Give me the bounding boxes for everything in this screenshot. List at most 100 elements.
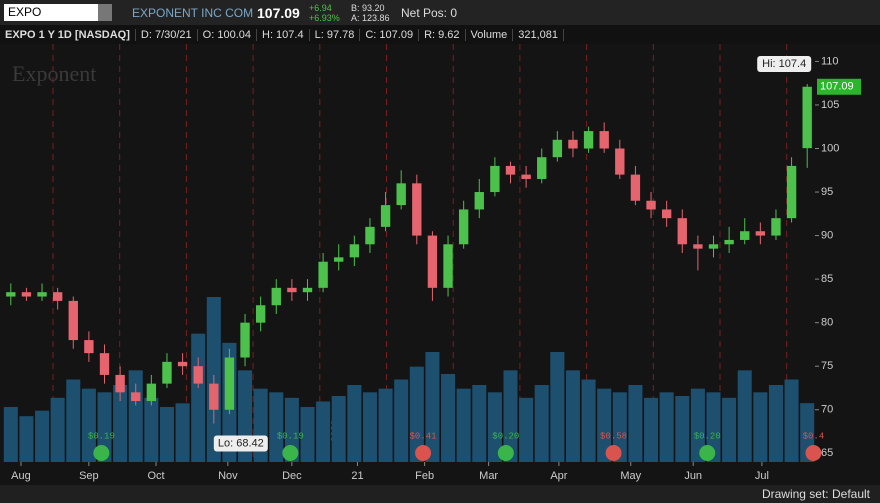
y-tick-label: 105 (821, 99, 839, 111)
x-tick-label: Mar (479, 470, 498, 482)
candle-body (224, 357, 235, 410)
event-label: $0.58 (600, 431, 627, 441)
close: C: 107.09 (360, 28, 420, 41)
volume: 321,081 (513, 28, 564, 41)
y-tick-label: 85 (821, 273, 833, 285)
date: D: 7/30/21 (136, 28, 198, 41)
candle-body (552, 139, 563, 158)
quote-bar: EXPO EXPONENT INC COM 107.09 +6.94 +6.93%… (0, 0, 880, 26)
event-marker (805, 445, 822, 461)
x-tick-label: Feb (415, 470, 434, 482)
volume-bar (3, 407, 18, 462)
candle-body (177, 361, 188, 367)
candle-body (740, 231, 750, 240)
candle-body (6, 292, 16, 297)
candle-body (162, 361, 172, 384)
volume-bar (97, 392, 112, 462)
candle-body (771, 218, 781, 236)
x-tick-label: Dec (282, 470, 302, 482)
open: O: 100.04 (198, 28, 257, 41)
event-label: $0.4 (803, 431, 825, 441)
candle-body (599, 131, 609, 149)
candle-body (693, 244, 703, 249)
y-tick-label: 80 (821, 317, 833, 329)
event-marker (497, 445, 514, 461)
volume-bar (441, 374, 456, 462)
candle-body (52, 292, 63, 301)
candle-body (505, 165, 516, 175)
candle-body (677, 218, 687, 245)
volume-bar (784, 379, 799, 462)
volume-bar (644, 397, 659, 462)
symbol-box[interactable]: EXPO (4, 4, 98, 21)
volume-bar (503, 370, 518, 462)
x-tick-label: Jun (684, 470, 702, 482)
hi-label: Hi: 107.4 (762, 58, 806, 70)
candle-body (708, 244, 719, 249)
event-marker (282, 445, 299, 461)
chart-title: EXPO 1 Y 1D [NASDAQ] (0, 28, 136, 41)
event-label: $0.19 (277, 431, 304, 441)
event-marker (415, 445, 432, 461)
volume-bar (144, 397, 159, 462)
candle-body (646, 200, 656, 210)
candle-body (146, 383, 157, 402)
volume-bar (19, 416, 34, 462)
candle-body (255, 305, 266, 323)
volume-bar (722, 397, 737, 462)
candle-body (37, 292, 47, 297)
volume-bar (159, 407, 174, 462)
x-tick-label: Nov (218, 470, 238, 482)
volume-bar (597, 388, 612, 462)
candle-body (287, 287, 297, 293)
high: H: 107.4 (257, 28, 310, 41)
y-tick-label: 70 (821, 404, 833, 416)
candle-body (458, 209, 469, 245)
net-pos: Net Pos: 0 (401, 5, 458, 20)
volume-bar (331, 396, 346, 462)
volume-bar (737, 370, 752, 462)
candle-body (443, 244, 453, 288)
candle-body (365, 226, 375, 245)
lo-box (213, 435, 268, 452)
candle-body (615, 148, 625, 175)
chart: Exponent2020 year65707580859095100105110… (0, 44, 880, 485)
event-label: $0.20 (492, 431, 519, 441)
volume-bar (675, 396, 690, 462)
y-tick-label: 95 (821, 186, 833, 198)
y-tick-label: 90 (821, 229, 833, 241)
volume-bar (191, 333, 206, 462)
event-marker (605, 445, 622, 461)
candle-body (724, 239, 734, 245)
event-marker (93, 445, 110, 461)
dropdown[interactable] (98, 4, 112, 21)
change-pct: +6.93% (309, 12, 340, 23)
volume-bar (768, 385, 783, 462)
candle-body (99, 353, 110, 375)
y-tick-label: 110 (821, 55, 839, 67)
candle-body (490, 165, 500, 193)
x-tick-label: Sep (79, 470, 99, 482)
volume-bar (565, 370, 580, 462)
volume-bar (362, 392, 377, 462)
candle-body (521, 174, 531, 179)
candle-body (271, 287, 281, 306)
volume-bar (706, 392, 721, 462)
candle-body (240, 322, 250, 358)
candle-body (568, 139, 578, 149)
candle-body (318, 261, 328, 288)
drawing-set[interactable]: Drawing set: Default (761, 487, 870, 501)
candle-body (630, 174, 641, 201)
volume-bar (81, 388, 96, 462)
x-tick-label: Oct (147, 470, 164, 482)
x-tick-label: Apr (550, 470, 567, 482)
company: EXPONENT INC COM (132, 5, 254, 20)
volume-bar (300, 407, 315, 462)
x-tick-label: Aug (11, 470, 31, 482)
candle-body (209, 383, 219, 410)
candle-body (474, 192, 484, 210)
volume-bar (534, 385, 549, 462)
candle-body (802, 86, 812, 149)
volume-bar (66, 379, 81, 462)
